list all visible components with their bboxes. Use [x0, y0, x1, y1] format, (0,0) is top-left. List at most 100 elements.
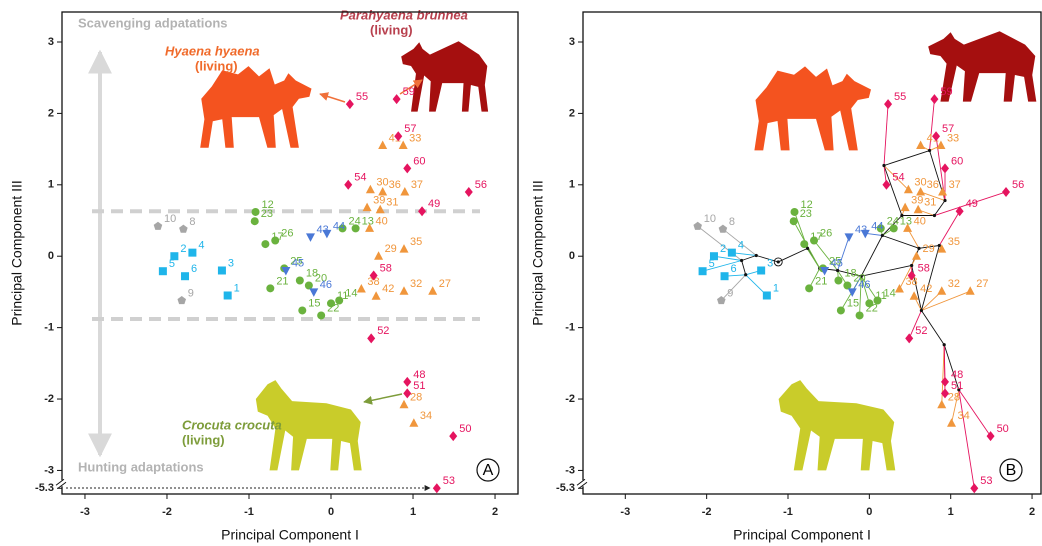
tree-branch	[742, 260, 746, 274]
point-label: 9	[188, 287, 194, 299]
x-axis-label: Principal Component I	[221, 527, 359, 543]
point-label: 15	[308, 297, 320, 309]
point	[252, 208, 260, 216]
point-label: 10	[704, 213, 716, 225]
y-tick-label: 1	[569, 179, 575, 191]
point-label: 35	[410, 236, 422, 248]
point-label: 46	[858, 279, 870, 291]
tree-node	[755, 254, 758, 257]
point	[937, 286, 946, 295]
x-tick-label: 1	[948, 506, 954, 518]
point-label: 53	[980, 475, 992, 487]
annotation: Hyaena hyaena	[165, 43, 260, 58]
point	[159, 267, 167, 275]
point	[327, 299, 335, 307]
point-label: 40	[914, 215, 926, 227]
point	[873, 296, 881, 304]
point-label: 8	[189, 216, 195, 228]
point	[218, 266, 226, 274]
point	[261, 240, 269, 248]
point	[895, 284, 904, 293]
point-label: 31	[386, 197, 398, 209]
tree-node	[777, 260, 780, 263]
point	[317, 311, 325, 319]
tree-node	[910, 264, 913, 267]
point-label: 39	[373, 195, 385, 207]
point-label: 45	[292, 257, 304, 269]
point	[367, 333, 375, 343]
hyaena-hyaena-silhouette	[754, 66, 871, 150]
point-label: 52	[915, 325, 927, 337]
point	[810, 237, 818, 245]
point	[251, 217, 259, 225]
point	[403, 163, 411, 173]
tree-branch	[778, 248, 807, 262]
point	[966, 286, 975, 295]
tree-node	[920, 309, 923, 312]
point-label: 44	[871, 220, 883, 232]
point	[916, 141, 925, 150]
point-label: 27	[976, 278, 988, 290]
point	[941, 163, 949, 173]
point	[298, 306, 306, 314]
x-axis-label: Principal Component I	[733, 527, 871, 543]
point	[409, 418, 418, 427]
point	[757, 266, 765, 274]
point-label: 8	[729, 216, 735, 228]
point-label: 1	[773, 282, 779, 294]
point-label: 3	[767, 257, 773, 269]
point-label: 6	[731, 263, 737, 275]
point-label: 31	[924, 197, 936, 209]
point-label: 26	[281, 227, 293, 239]
parahyaena-silhouette	[401, 41, 488, 111]
point-label: 2	[720, 243, 726, 255]
point-label: 46	[320, 279, 332, 291]
tree-node	[917, 247, 920, 250]
point-label: 28	[948, 392, 960, 404]
point	[403, 377, 411, 387]
point-label: 14	[345, 287, 357, 299]
point	[843, 281, 851, 289]
y-tick-label: 2	[569, 107, 575, 119]
tree-node	[881, 234, 884, 237]
point	[346, 99, 354, 109]
point-label: 55	[356, 91, 368, 103]
point-label: 57	[942, 123, 954, 135]
point-label: 2	[180, 243, 186, 255]
y-tick-label: 1	[48, 179, 54, 191]
annotation: (living)	[370, 22, 413, 37]
x-tick-label: -1	[783, 506, 793, 518]
point-label: 51	[413, 380, 425, 392]
point	[719, 225, 728, 233]
point-label: 43	[317, 224, 329, 236]
point-label: 57	[404, 123, 416, 135]
y-tick-label: -3	[565, 464, 575, 476]
point-label: 39	[911, 195, 923, 207]
point-label: 21	[815, 275, 827, 287]
point	[154, 222, 163, 230]
y-tick-label: 3	[569, 36, 575, 48]
point	[352, 224, 360, 232]
point	[271, 237, 279, 245]
point-label: 51	[951, 380, 963, 392]
x-tick-label: -3	[80, 506, 90, 518]
tip-branch	[959, 390, 974, 489]
point	[938, 187, 947, 196]
annotation: Crocuta crocuta	[182, 417, 282, 432]
point-label: 13	[900, 215, 912, 227]
point-label: 32	[948, 278, 960, 290]
point-label: 23	[261, 208, 273, 220]
point	[947, 418, 956, 427]
y-tick-label: -3	[44, 464, 54, 476]
point-label: 35	[948, 236, 960, 248]
pointer-arrow	[364, 394, 402, 402]
point-label: 23	[800, 208, 812, 220]
y-tick-label: -5.3	[35, 482, 54, 494]
tree-branch	[884, 151, 930, 166]
point	[693, 222, 702, 230]
point-label: 50	[459, 423, 471, 435]
y-tick-label: 3	[48, 36, 54, 48]
x-tick-label: 0	[328, 506, 334, 518]
point-label: 48	[951, 369, 963, 381]
point	[890, 224, 898, 232]
